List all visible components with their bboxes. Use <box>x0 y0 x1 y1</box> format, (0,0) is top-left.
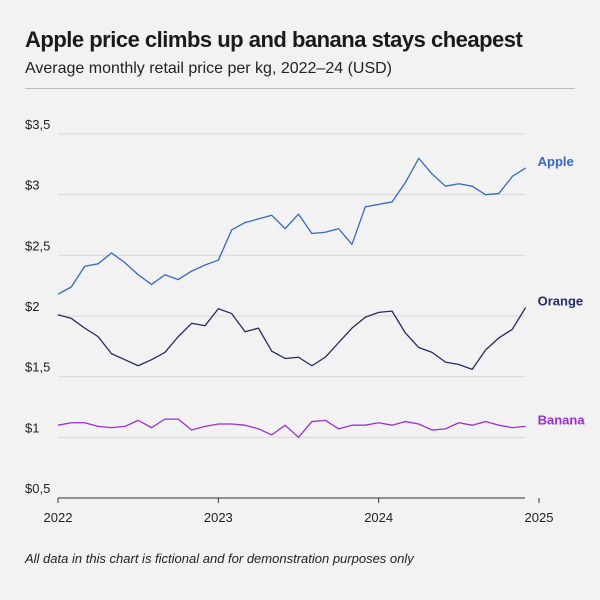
series-line-banana <box>57 418 526 438</box>
series-label-apple: Apple <box>538 154 574 169</box>
y-tick-label: $1,5 <box>25 360 50 375</box>
chart-title: Apple price climbs up and banana stays c… <box>25 27 523 52</box>
y-tick-label: $3,5 <box>25 117 50 132</box>
chart-subtitle: Average monthly retail price per kg, 202… <box>25 60 392 77</box>
series-label-orange: Orange <box>538 294 584 309</box>
chart-header: Apple price climbs up and banana stays c… <box>25 26 585 89</box>
x-tick-label: 2022 <box>44 510 73 525</box>
series-label-banana: Banana <box>538 412 586 427</box>
series-line-apple <box>57 157 526 295</box>
y-tick-label: $0,5 <box>25 481 50 496</box>
title-divider <box>25 88 575 89</box>
x-tick-label: 2024 <box>364 510 393 525</box>
x-tick-label: 2023 <box>204 510 233 525</box>
chart-footnote: All data in this chart is fictional and … <box>25 551 414 566</box>
y-tick-label: $2 <box>25 299 39 314</box>
y-tick-label: $2,5 <box>25 238 50 253</box>
y-tick-label: $3 <box>25 178 39 193</box>
series-line-orange <box>57 307 527 371</box>
y-tick-label: $1 <box>25 420 39 435</box>
x-tick-label: 2025 <box>525 510 554 525</box>
